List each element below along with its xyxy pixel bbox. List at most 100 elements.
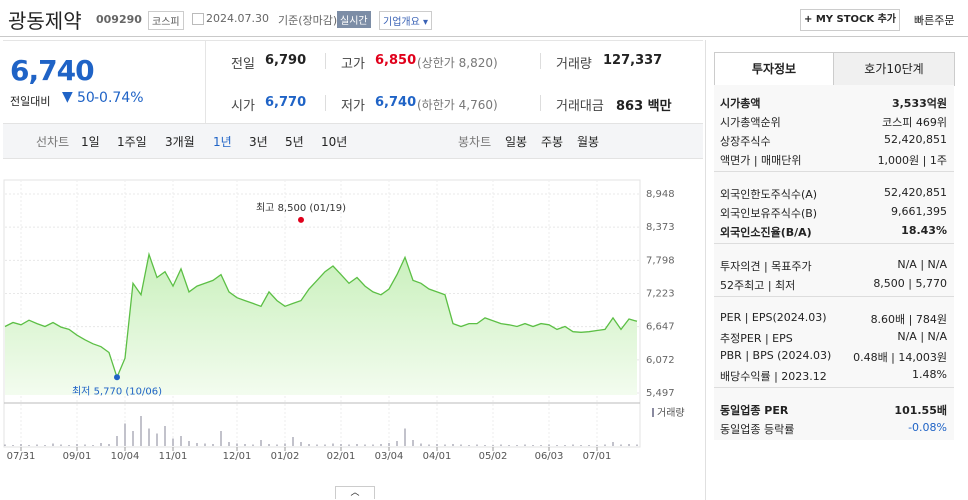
- volume-bar: [548, 444, 550, 446]
- tab[interactable]: 호가10단계: [833, 52, 955, 86]
- volume-bar: [204, 443, 206, 446]
- panel-border: [705, 40, 706, 500]
- realtime-badge[interactable]: 실시간: [337, 11, 371, 28]
- volume-bar: [324, 444, 326, 446]
- x-tick-label: 02/01: [327, 451, 356, 462]
- candle-button[interactable]: 일봉: [505, 135, 528, 149]
- stock-code: 009290: [96, 13, 142, 26]
- info-value: 101.55배: [894, 404, 947, 417]
- volume-bar: [332, 443, 334, 446]
- volume-bar: [228, 442, 230, 446]
- change-label: 전일대비: [10, 95, 51, 108]
- quote-value: 6,770: [265, 95, 307, 110]
- x-tick-label: 09/01: [63, 451, 92, 462]
- basis: 기준(장마감): [278, 14, 338, 27]
- period-bar: [3, 123, 703, 159]
- volume-bar: [276, 444, 278, 446]
- volume-bar: [92, 445, 94, 446]
- volume-bar: [28, 445, 30, 446]
- volume-bar: [500, 444, 502, 446]
- x-tick-label: 04/01: [423, 451, 452, 462]
- quote-top: [3, 40, 703, 41]
- period-button[interactable]: 1일: [81, 135, 100, 149]
- volume-bar: [596, 445, 598, 446]
- volume-bar: [84, 444, 86, 446]
- volume-bar: [68, 445, 70, 446]
- volume-bar: [412, 440, 414, 446]
- period-button[interactable]: 1주일: [117, 135, 147, 149]
- volume-bar: [348, 444, 350, 446]
- volume-bar: [476, 444, 478, 446]
- volume-bar: [620, 444, 622, 446]
- header-divider: [0, 36, 968, 37]
- info-label: 상장주식수: [720, 135, 771, 148]
- mystock-button[interactable]: + MY STOCK 추가: [800, 9, 900, 31]
- x-tick-label: 06/03: [535, 451, 564, 462]
- info-value: 52,420,851: [884, 186, 947, 199]
- x-tick-label: 07/01: [583, 451, 612, 462]
- volume-bar: [532, 445, 534, 446]
- volume-bar: [356, 444, 358, 446]
- period-button[interactable]: 5년: [285, 135, 304, 149]
- section-line: [714, 243, 954, 244]
- volume-bar: [588, 445, 590, 446]
- volume-bar: [116, 436, 118, 446]
- volume-bar: [164, 426, 166, 446]
- stock-name: 광동제약: [8, 9, 82, 33]
- volume-bar: [156, 433, 158, 446]
- volume-bar: [124, 423, 126, 446]
- y-tick-label: 8,373: [646, 222, 675, 233]
- candle-button[interactable]: 월봉: [577, 135, 600, 149]
- volume-bar: [12, 445, 14, 446]
- info-label: 외국인소진율(B/A): [720, 226, 812, 239]
- volume-bar: [308, 444, 310, 446]
- volume-bar: [492, 445, 494, 446]
- overview-button[interactable]: 기업개요 ▾: [379, 11, 433, 30]
- volume-bar: [4, 444, 6, 446]
- x-tick-label: 05/02: [479, 451, 508, 462]
- chart-frame: [3, 179, 641, 448]
- x-tick-label: 11/01: [159, 451, 188, 462]
- period-button[interactable]: 1년: [213, 135, 232, 149]
- market-badge: 코스피: [148, 11, 184, 30]
- volume-bar: [100, 443, 102, 446]
- volume-bar: [524, 444, 526, 446]
- date: 2024.07.30: [206, 12, 269, 25]
- info-value: 코스피 469위: [882, 116, 947, 129]
- info-value: 0.48배 | 14,003원: [853, 351, 947, 364]
- quote-label: 시가: [231, 99, 255, 114]
- change: 50: [77, 90, 95, 106]
- volume-bar: [612, 442, 614, 446]
- volume-bar: [452, 444, 454, 446]
- volume-bar: [244, 444, 246, 446]
- volume-bar: [44, 445, 46, 446]
- volume-bar: [516, 445, 518, 446]
- volume-bar: [428, 444, 430, 446]
- annotation-label: 최고 8,500 (01/19): [256, 202, 346, 214]
- candle-button[interactable]: 주봉: [541, 135, 564, 149]
- period-button[interactable]: 3년: [249, 135, 268, 149]
- calendar-icon: [192, 13, 204, 25]
- info-value: 52,420,851: [884, 133, 947, 146]
- info-label: 외국인한도주식수(A): [720, 188, 818, 201]
- section-line: [714, 171, 954, 172]
- area-fill: [5, 254, 637, 395]
- period-button[interactable]: 3개월: [165, 135, 195, 149]
- volume-bar: [52, 443, 54, 446]
- x-tick-label: 03/04: [375, 451, 404, 462]
- collapse-button[interactable]: ︿: [335, 486, 375, 499]
- y-tick-label: 7,798: [646, 255, 675, 266]
- info-label: PER | EPS(2024.03): [720, 311, 827, 324]
- tab-active[interactable]: 투자정보: [714, 52, 834, 85]
- line-chart-label: 선차트: [36, 135, 70, 149]
- volume-bar: [572, 444, 574, 446]
- volume-bar: [252, 444, 254, 446]
- annotation-label: 최저 5,770 (10/06): [72, 385, 162, 397]
- volume-bar: [300, 442, 302, 446]
- info-label: PBR | BPS (2024.03): [720, 349, 832, 362]
- annotation-dot: [298, 216, 304, 223]
- quick-order[interactable]: 빠른주문: [914, 14, 955, 27]
- volume-bar: [108, 444, 110, 446]
- volume-bar: [76, 444, 78, 446]
- period-button[interactable]: 10년: [321, 135, 348, 149]
